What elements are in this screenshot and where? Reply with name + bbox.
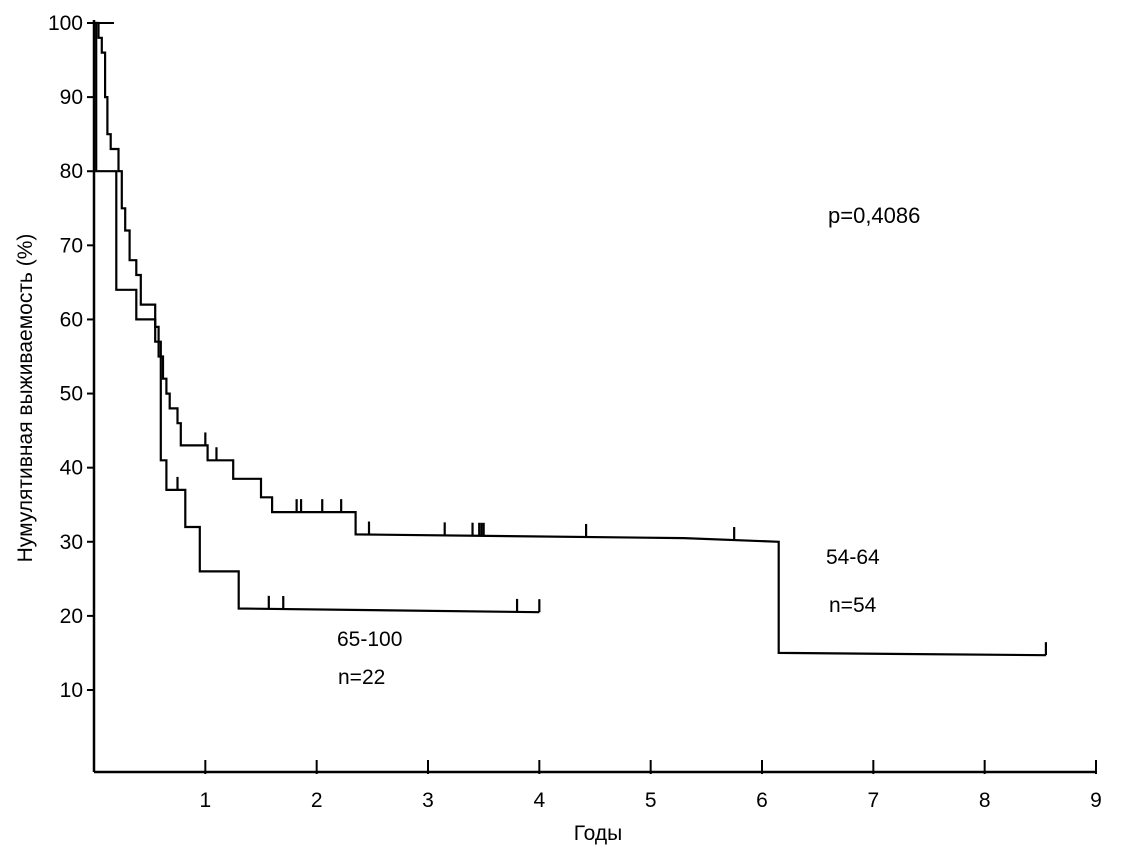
y-tick-label: 30: [60, 531, 83, 554]
p-value-annotation: p=0,4086: [828, 203, 920, 228]
x-tick-label: 9: [1090, 789, 1102, 812]
series-line: [94, 21, 1046, 657]
y-tick-label: 40: [60, 457, 83, 480]
y-tick-label: 50: [60, 383, 83, 406]
group-54-64-n-label: n=54: [829, 594, 877, 617]
series-line: [94, 21, 540, 614]
x-tick-label: 8: [979, 789, 991, 812]
group-65-100-n-label: n=22: [338, 666, 385, 689]
x-axis-ticks: 1 2 3 4 5 6 7 8 9: [199, 760, 1102, 812]
x-tick-label: 1: [199, 789, 211, 812]
y-axis-title: Нумулятивная выживаемость (%): [14, 234, 37, 563]
group-65-100-label: 65-100: [337, 628, 402, 651]
x-axis-title: Годы: [574, 822, 623, 845]
x-tick-label: 2: [311, 789, 323, 812]
y-tick-label: 70: [60, 234, 83, 257]
x-tick-label: 4: [533, 789, 545, 812]
y-tick-label: 90: [60, 86, 83, 109]
y-tick-label: 100: [48, 12, 83, 35]
series-54-64: [94, 21, 1048, 657]
y-tick-label: 20: [60, 605, 83, 628]
y-tick-label: 60: [60, 308, 83, 331]
y-tick-label: 10: [60, 679, 83, 702]
x-tick-label: 5: [645, 789, 657, 812]
group-54-64-label: 54-64: [826, 546, 880, 569]
series-layer: [94, 21, 1048, 657]
y-axis-ticks: 10 20 30 40 50 60 70 80 90 100: [48, 12, 94, 702]
axes: [92, 20, 1096, 774]
x-tick-label: 6: [756, 789, 768, 812]
y-tick-label: 80: [60, 160, 83, 183]
series-65-100: [94, 21, 541, 614]
x-tick-label: 3: [422, 789, 434, 812]
x-tick-label: 7: [867, 789, 879, 812]
